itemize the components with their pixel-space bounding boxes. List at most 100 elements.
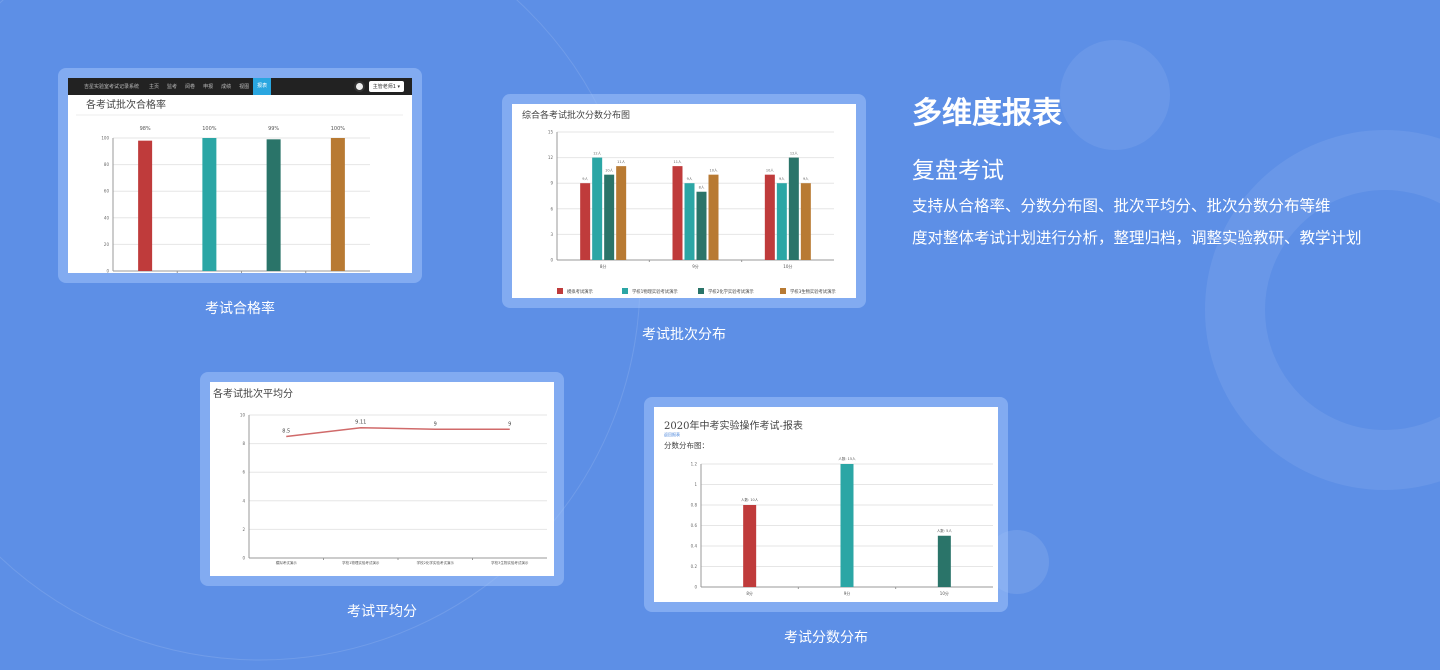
nav-item[interactable]: 申报	[203, 84, 214, 90]
data-label: 9	[434, 421, 437, 427]
bar	[202, 138, 217, 271]
data-label: 11人	[674, 159, 682, 164]
nav-item[interactable]: 视图	[239, 84, 250, 90]
bar	[580, 183, 591, 260]
legend-swatch	[622, 288, 628, 294]
bar	[840, 464, 854, 587]
app-navbar: 吉星实验室考试记录系统 主页 监考 阅卷 申报 成绩 视图 报表 主管老师1 ▾	[68, 78, 412, 95]
chart-svg: 各考试批次平均分 0 2 4 6 8 10 模拟考试演示 学校1物理实验考试演示 学校2化学实验考…	[213, 387, 547, 565]
bar	[788, 157, 799, 260]
legend-swatch	[557, 288, 563, 294]
chart-title: 各考试批次合格率	[86, 98, 166, 111]
data-label: 10人	[766, 168, 774, 173]
decor-circle	[1205, 130, 1440, 490]
nav-item[interactable]: 监考	[167, 84, 178, 90]
y-tick-label: 0	[694, 585, 697, 590]
y-tick-label: 0.4	[691, 544, 698, 549]
x-tick-label: 10分	[783, 263, 792, 269]
legend-swatch	[698, 288, 704, 294]
bar	[800, 183, 811, 260]
nav-item[interactable]: 主页	[149, 84, 160, 90]
hero-title: 多维度报表	[912, 96, 1062, 131]
legend-label: 学校3生物实验考试演示	[790, 288, 836, 295]
desc-line: 度对整体考试计划进行分析，整理归档，调整实验教研、教学计划	[912, 229, 1362, 247]
data-label: 10人	[710, 168, 718, 173]
y-tick-label: 8	[242, 441, 245, 446]
bar	[592, 157, 603, 260]
y-tick-label: 0.6	[691, 523, 698, 528]
chart-title: 各考试批次平均分	[213, 387, 293, 400]
bar	[616, 166, 627, 260]
y-tick-label: 100	[101, 136, 109, 141]
bar	[708, 174, 719, 260]
y-tick-label: 4	[242, 498, 245, 503]
bar	[696, 191, 707, 260]
data-label: 9.11	[355, 420, 366, 426]
y-tick-label: 80	[104, 162, 110, 167]
chart-svg: 各考试批次合格率 0 20 40 60 80 100 98% 100% 99% 100%	[76, 98, 403, 274]
y-tick-label: 6	[242, 470, 245, 475]
y-tick-label: 1.2	[691, 462, 698, 467]
bar	[604, 174, 615, 260]
data-label: 100%	[331, 126, 346, 132]
data-label: 100%	[202, 126, 217, 132]
back-link[interactable]: 返回报表	[664, 431, 680, 437]
chart-svg: 综合各考试批次分数分布图 0 3 6 9 12 15 8分 9分 10分 9人 11人 10人 12人 9人…	[522, 109, 836, 295]
x-tick-label: 模拟考试演示	[276, 560, 297, 565]
legend-swatch	[780, 288, 786, 294]
data-label: 人数: 10人	[741, 497, 759, 502]
x-tick-label: 8分	[746, 590, 753, 596]
hero-description: 支持从合格率、分数分布图、批次平均分、批次分数分布等维 度对整体考试计划进行分析…	[912, 190, 1412, 254]
data-label: 9	[508, 421, 511, 427]
nav-item-active[interactable]: 报表	[253, 78, 272, 95]
y-tick-label: 0	[242, 556, 245, 561]
y-tick-label: 0.8	[691, 503, 698, 508]
x-tick-label: 9分	[844, 590, 851, 596]
caption-pass-rate: 考试合格率	[205, 301, 275, 317]
y-tick-label: 9	[550, 181, 553, 186]
caption-score-dist: 考试分数分布	[784, 630, 868, 646]
data-label: 8人	[699, 185, 705, 190]
y-tick-label: 20	[104, 242, 110, 247]
bar	[764, 174, 775, 260]
data-label: 8.5	[282, 428, 290, 434]
chart-subtitle: 分数分布图：	[664, 440, 709, 450]
data-label: 9人	[582, 176, 588, 181]
legend-label: 模拟考试演示	[567, 288, 593, 295]
y-tick-label: 1	[694, 482, 697, 487]
x-tick-label: 9分	[692, 263, 699, 269]
score-dist-card: 2020年中考实验操作考试-报表 返回报表分数分布图： 0 0.2 0.4 0.6 0.8 1…	[644, 397, 1008, 612]
bar	[672, 166, 683, 260]
chart-title: 综合各考试批次分数分布图	[522, 109, 630, 121]
bar	[138, 140, 153, 271]
y-tick-label: 0	[106, 269, 109, 274]
nav-item[interactable]: 成绩	[221, 84, 232, 90]
decor-circle	[1060, 40, 1170, 150]
data-label: 12人	[593, 151, 601, 156]
average-card: 各考试批次平均分 0 2 4 6 8 10 模拟考试演示 学校1物理实验考试演示 学校2化学实验考…	[200, 372, 564, 586]
y-tick-label: 40	[104, 215, 110, 220]
series-line	[286, 426, 510, 438]
nav-item[interactable]: 阅卷	[185, 84, 196, 90]
y-tick-label: 2	[242, 527, 245, 532]
legend-label: 学校1物理实验考试演示	[632, 288, 678, 295]
bar	[776, 183, 787, 260]
bar	[684, 183, 695, 260]
pass-rate-card: 吉星实验室考试记录系统 主页 监考 阅卷 申报 成绩 视图 报表 主管老师1 ▾…	[58, 68, 422, 283]
y-tick-label: 0.2	[691, 564, 698, 569]
batch-dist-card: 综合各考试批次分数分布图 0 3 6 9 12 15 8分 9分 10分 9人 11人 10人 12人 9人…	[502, 94, 866, 308]
x-tick-label: 学校2化学实验考试演示	[417, 560, 455, 565]
data-label: 9人	[687, 176, 693, 181]
chart-title: 2020年中考实验操作考试-报表	[664, 419, 803, 432]
y-tick-label: 0	[550, 258, 553, 263]
legend-label: 学校2化学实验考试演示	[708, 288, 754, 295]
bar	[266, 139, 281, 271]
user-menu-button[interactable]: 主管老师1 ▾	[368, 81, 404, 92]
x-tick-label: 8分	[600, 263, 607, 269]
data-label: 11人	[617, 159, 625, 164]
bar	[937, 535, 951, 587]
avatar[interactable]	[353, 81, 365, 92]
data-label: 9人	[779, 176, 785, 181]
y-tick-label: 15	[548, 130, 554, 135]
